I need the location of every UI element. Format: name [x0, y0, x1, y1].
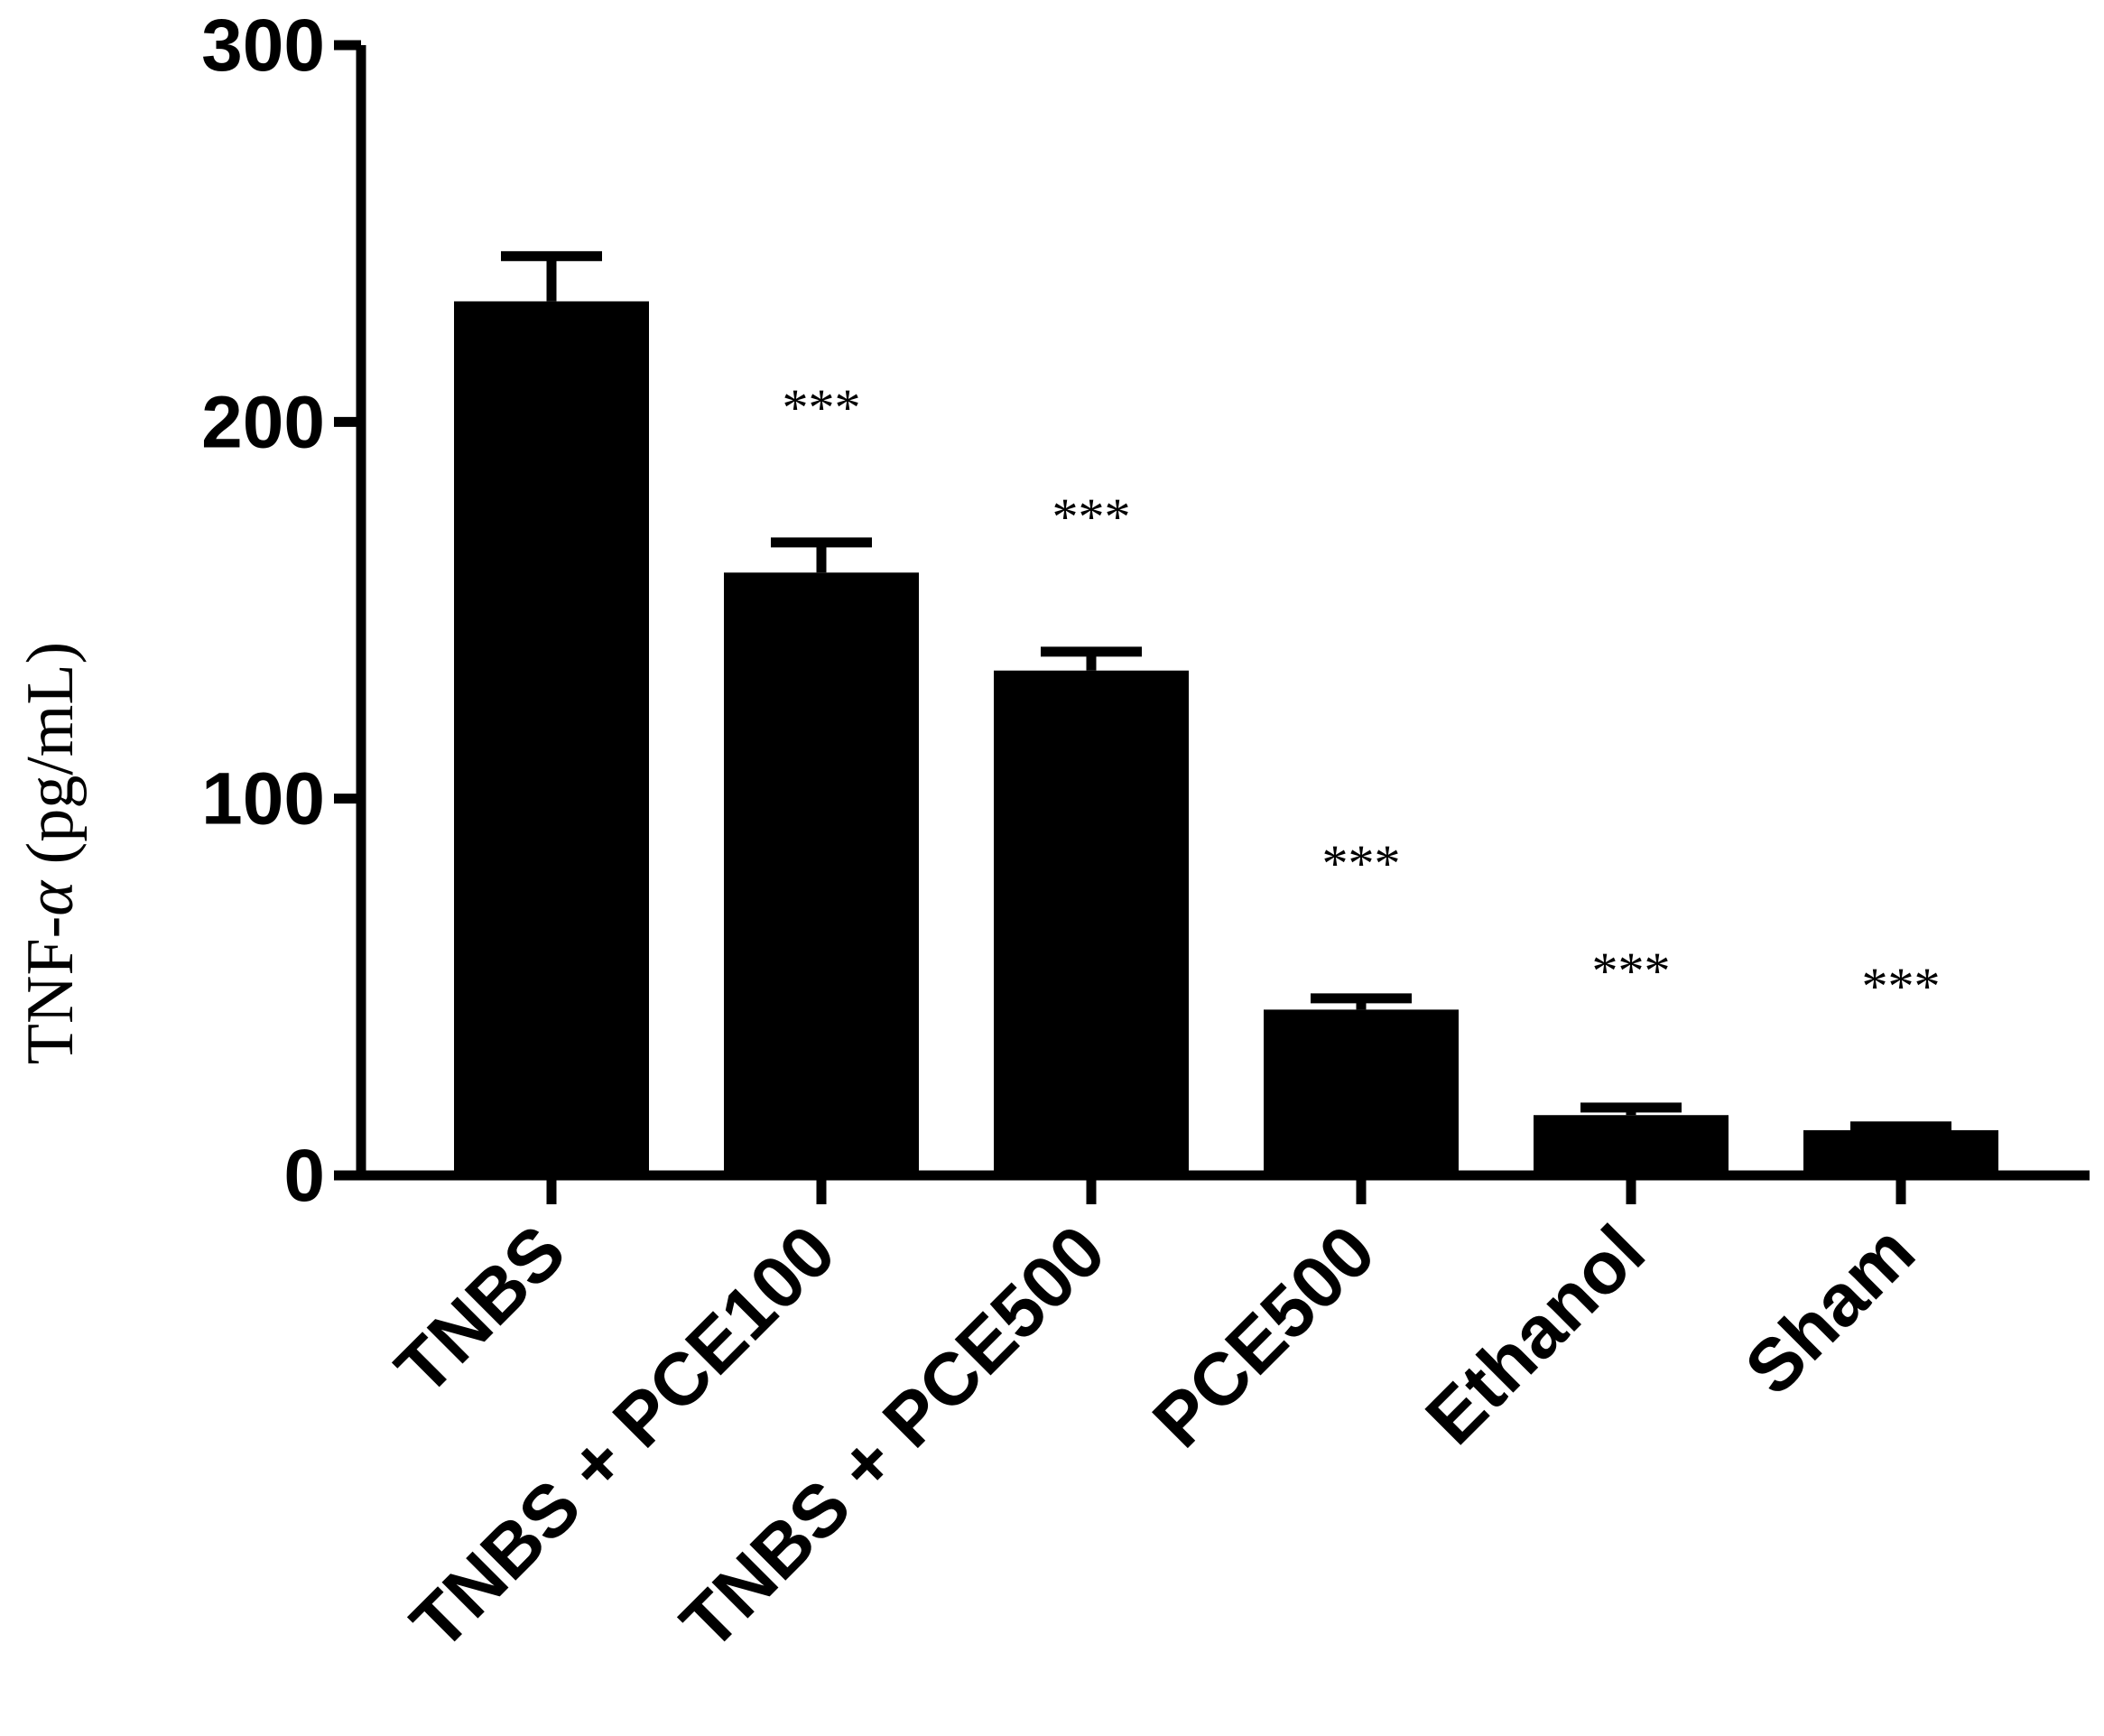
y-tick-label: 200 [201, 381, 325, 463]
x-tick-label: PCE500 [1137, 1210, 1390, 1462]
significance-marker: *** [1862, 957, 1941, 1016]
y-ticks-layer: 0 100 200 300 [201, 5, 361, 1217]
bars-layer [454, 301, 1998, 1176]
y-axis-title-suffix: (pg/mL) [14, 642, 88, 881]
y-tick-label: 0 [283, 1135, 325, 1217]
x-tick-label: Ethanol [1411, 1210, 1661, 1460]
bar [994, 670, 1189, 1175]
significance-layer: *** *** *** *** *** [783, 378, 1941, 1016]
bar [1803, 1129, 1998, 1175]
significance-marker: *** [1052, 487, 1131, 546]
bar [1534, 1115, 1729, 1175]
axes-layer [356, 45, 2090, 1181]
x-tick-label: TNBS [381, 1210, 581, 1410]
significance-marker: *** [1592, 942, 1671, 1000]
bar [724, 572, 919, 1175]
y-axis-title-greek: α [14, 879, 88, 916]
bar [1264, 1009, 1459, 1175]
significance-marker: *** [1322, 834, 1401, 893]
bar [454, 301, 649, 1176]
x-tick-label: Sham [1729, 1210, 1930, 1410]
error-bars-layer [501, 251, 1951, 1132]
y-axis-title: TNF-α (pg/mL) [14, 642, 88, 1064]
y-tick-label: 100 [201, 758, 325, 840]
y-axis-title-prefix: TNF- [14, 916, 88, 1064]
significance-marker: *** [783, 378, 861, 437]
y-tick-label: 300 [201, 5, 325, 87]
